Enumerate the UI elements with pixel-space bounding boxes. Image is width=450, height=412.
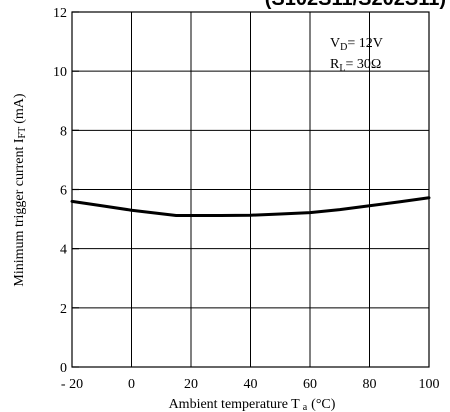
y-tick-label: 0 xyxy=(60,361,67,376)
annotation-vd-main: V xyxy=(330,36,340,51)
series-group xyxy=(70,196,431,218)
y-axis-label: Minimum trigger current IFT (mA) xyxy=(12,93,28,286)
y-axis-label-main: Minimum trigger current I xyxy=(12,138,27,286)
x-tick-label: 60 xyxy=(303,377,317,392)
trigger-current-curve xyxy=(70,196,431,218)
y-axis-label-unit: (mA) xyxy=(12,93,27,124)
x-tick-label: 100 xyxy=(419,377,440,392)
y-tick-label: 2 xyxy=(60,302,67,317)
x-tick-label: 20 xyxy=(184,377,198,392)
x-tick-label: - 20 xyxy=(61,377,83,392)
x-axis-label-sub: a xyxy=(303,402,308,412)
y-axis-label-sub: FT xyxy=(17,127,28,139)
svg-text:RL= 30Ω: RL= 30Ω xyxy=(330,57,381,74)
y-tick-label: 4 xyxy=(60,243,67,258)
svg-text:VD= 12V: VD= 12V xyxy=(330,36,383,53)
annotation-vd-value: = 12V xyxy=(347,36,383,51)
x-tick-labels: - 20 0 20 40 60 80 100 xyxy=(61,377,440,392)
y-tick-label: 8 xyxy=(60,124,67,139)
x-tick-label: 80 xyxy=(363,377,377,392)
annotation-rl-sub: L xyxy=(339,63,345,74)
y-tick-label: 10 xyxy=(53,65,67,80)
x-axis-label-unit: (°C) xyxy=(311,397,336,412)
y-tick-label: 6 xyxy=(60,184,67,199)
header-partial-text: (S102S11/S202S11) xyxy=(265,0,446,10)
y-tick-label: 12 xyxy=(53,6,67,21)
annotation-rl: RL= 30Ω xyxy=(330,57,381,74)
annotation-vd-sub: D xyxy=(340,42,347,53)
y-tick-labels: 0 2 4 6 8 10 12 xyxy=(53,6,67,376)
x-tick-label: 40 xyxy=(244,377,258,392)
annotation-vd: VD= 12V xyxy=(330,36,383,53)
annotation-rl-value: = 30Ω xyxy=(345,57,381,72)
plot-frame xyxy=(71,11,430,368)
annotation-rl-main: R xyxy=(330,57,340,72)
y-axis-ticks xyxy=(72,11,79,368)
grid xyxy=(72,12,429,367)
x-axis-label-main: Ambient temperature T xyxy=(169,397,301,412)
x-tick-label: 0 xyxy=(128,377,135,392)
